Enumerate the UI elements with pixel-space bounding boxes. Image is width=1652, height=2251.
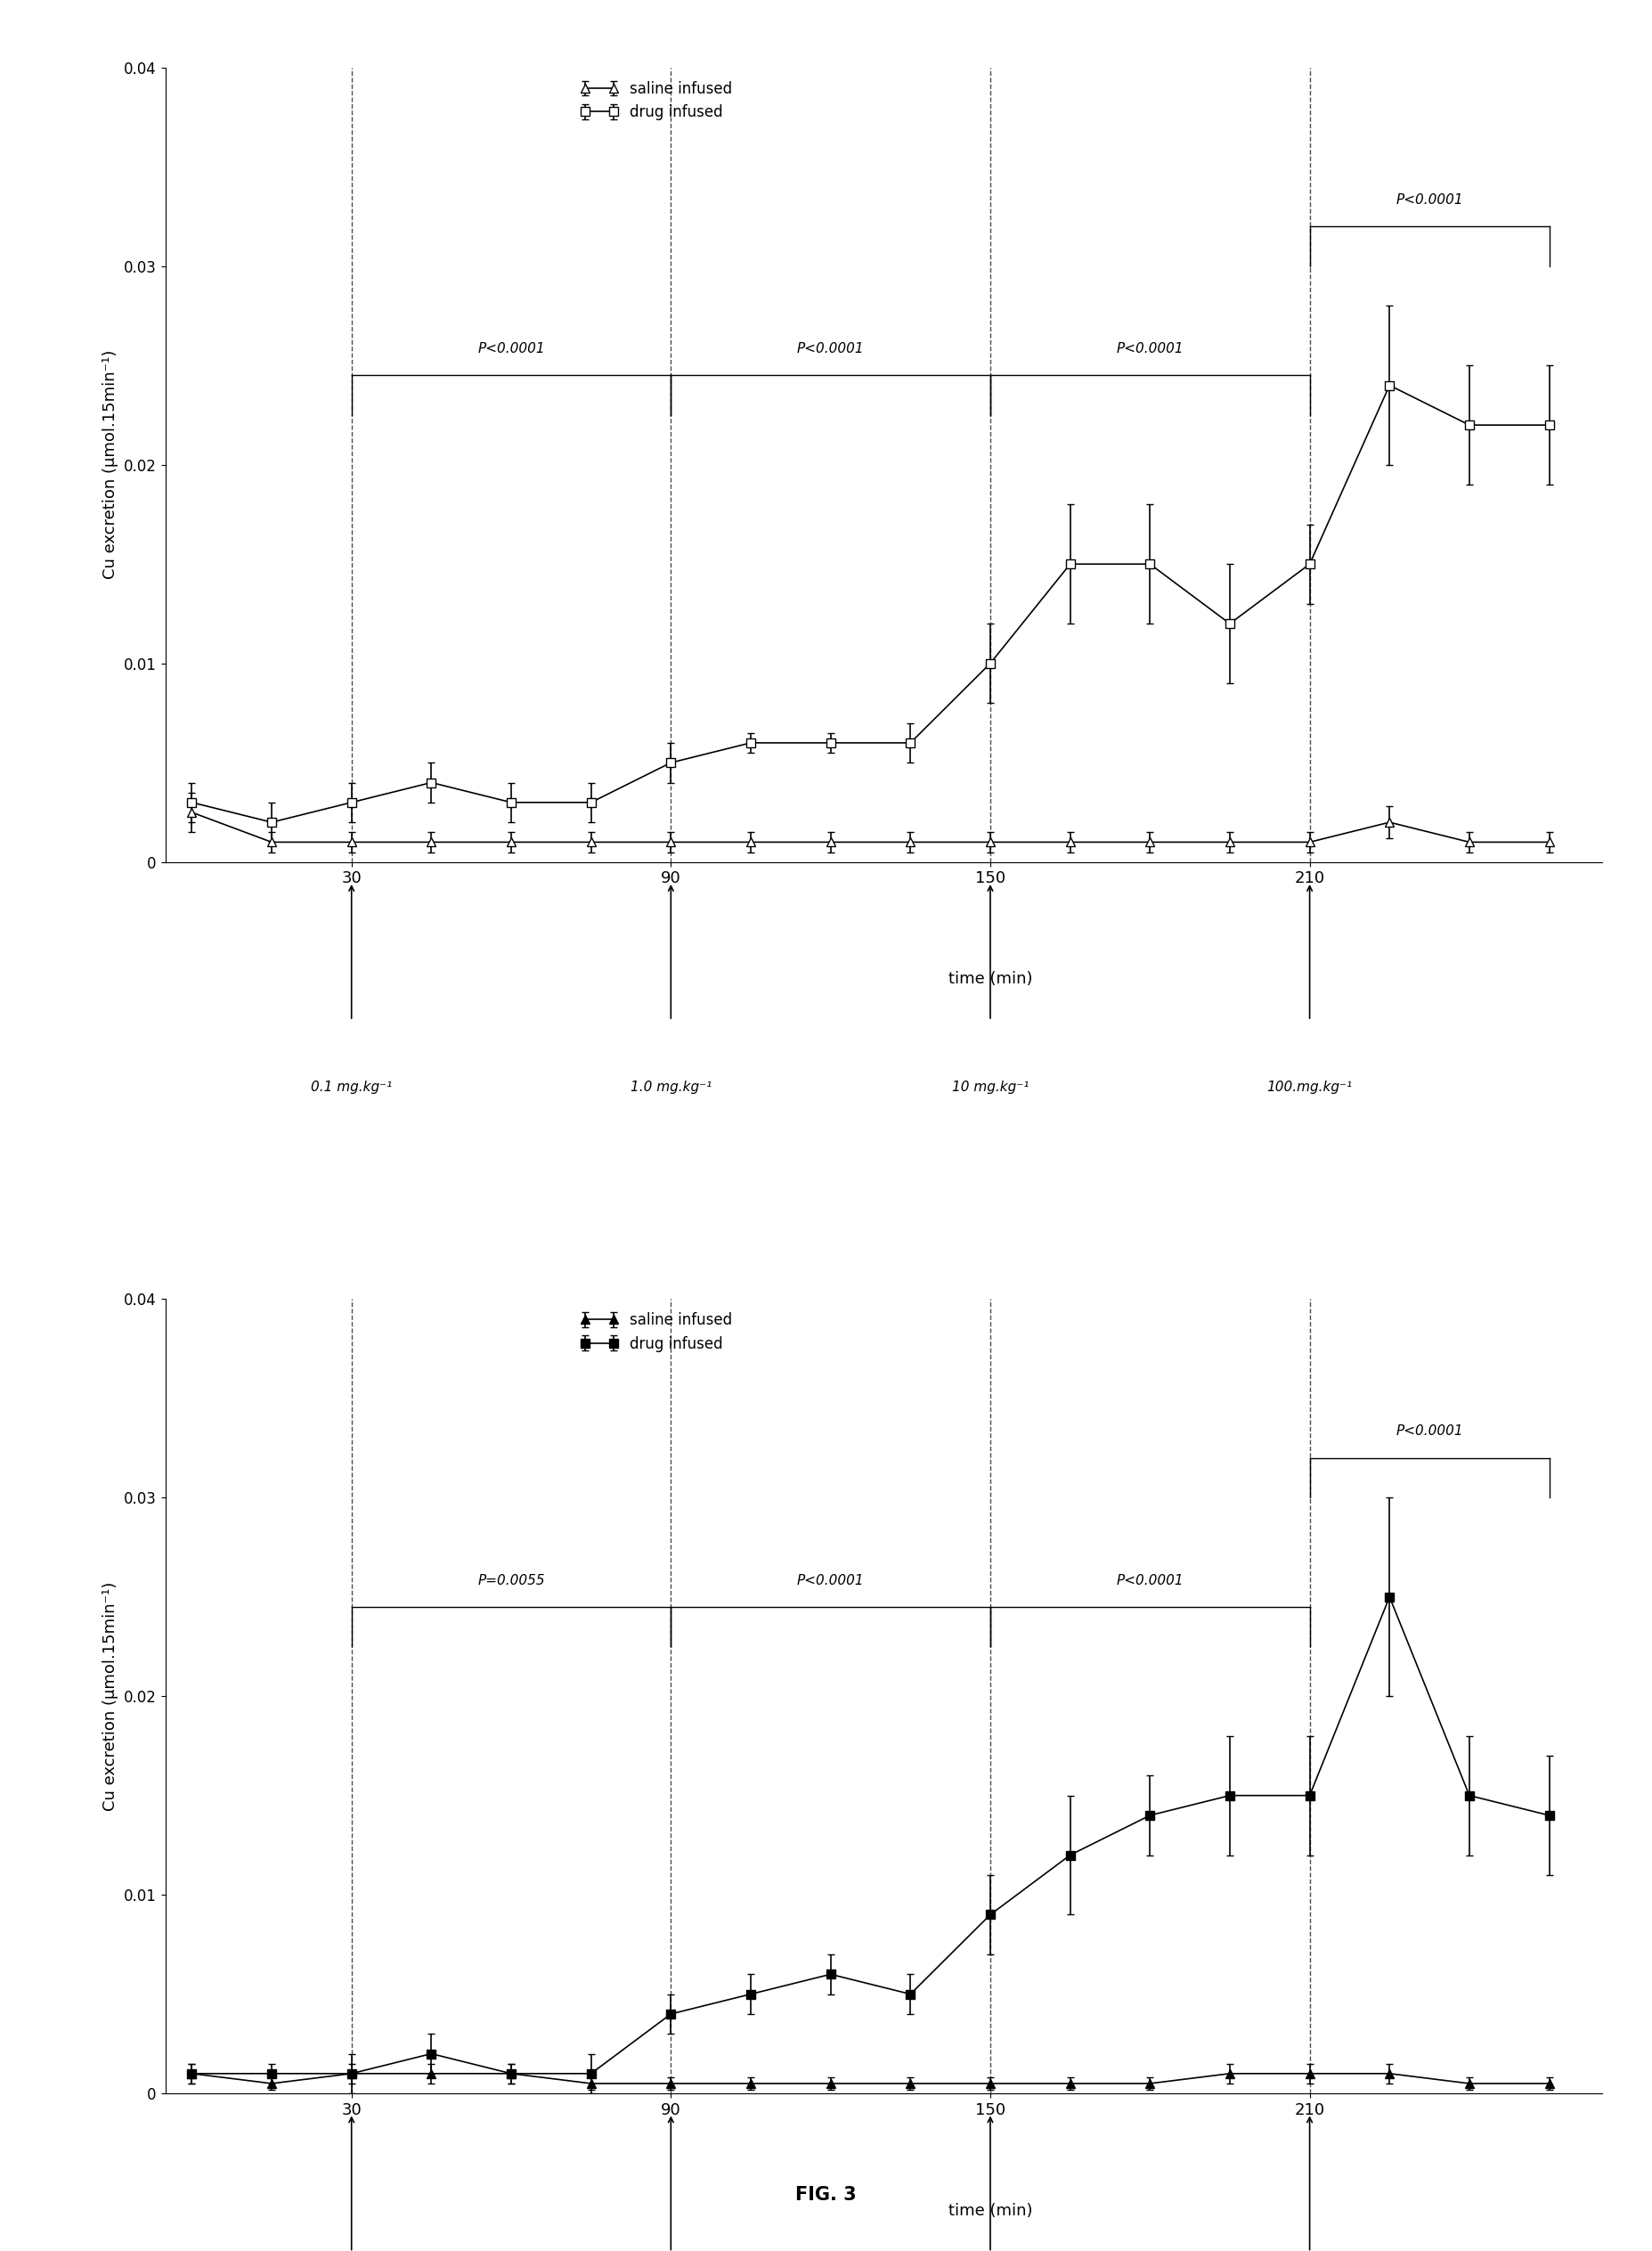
Y-axis label: Cu excretion (μmol.15min⁻¹): Cu excretion (μmol.15min⁻¹) xyxy=(102,1582,119,1810)
Text: P<0.0001: P<0.0001 xyxy=(1396,1425,1464,1438)
Y-axis label: Cu excretion (μmol.15min⁻¹): Cu excretion (μmol.15min⁻¹) xyxy=(102,351,119,579)
Legend: saline infused, drug infused: saline infused, drug infused xyxy=(575,1306,738,1357)
Text: P=0.0055: P=0.0055 xyxy=(477,1573,545,1587)
Text: P<0.0001: P<0.0001 xyxy=(1117,1573,1183,1587)
Text: 0.1 mg.kg⁻¹: 0.1 mg.kg⁻¹ xyxy=(311,1080,392,1094)
Text: P<0.0001: P<0.0001 xyxy=(477,342,545,356)
Text: P<0.0001: P<0.0001 xyxy=(796,1573,864,1587)
Text: 100.mg.kg⁻¹: 100.mg.kg⁻¹ xyxy=(1267,1080,1353,1094)
Text: time (min): time (min) xyxy=(948,2204,1032,2219)
Text: 10 mg.kg⁻¹: 10 mg.kg⁻¹ xyxy=(952,1080,1029,1094)
Text: time (min): time (min) xyxy=(948,970,1032,988)
Text: FIG. 3: FIG. 3 xyxy=(796,2186,856,2204)
Text: P<0.0001: P<0.0001 xyxy=(1117,342,1183,356)
Legend: saline infused, drug infused: saline infused, drug infused xyxy=(575,74,738,126)
Text: P<0.0001: P<0.0001 xyxy=(796,342,864,356)
Text: 1.0 mg.kg⁻¹: 1.0 mg.kg⁻¹ xyxy=(631,1080,712,1094)
Text: P<0.0001: P<0.0001 xyxy=(1396,194,1464,207)
